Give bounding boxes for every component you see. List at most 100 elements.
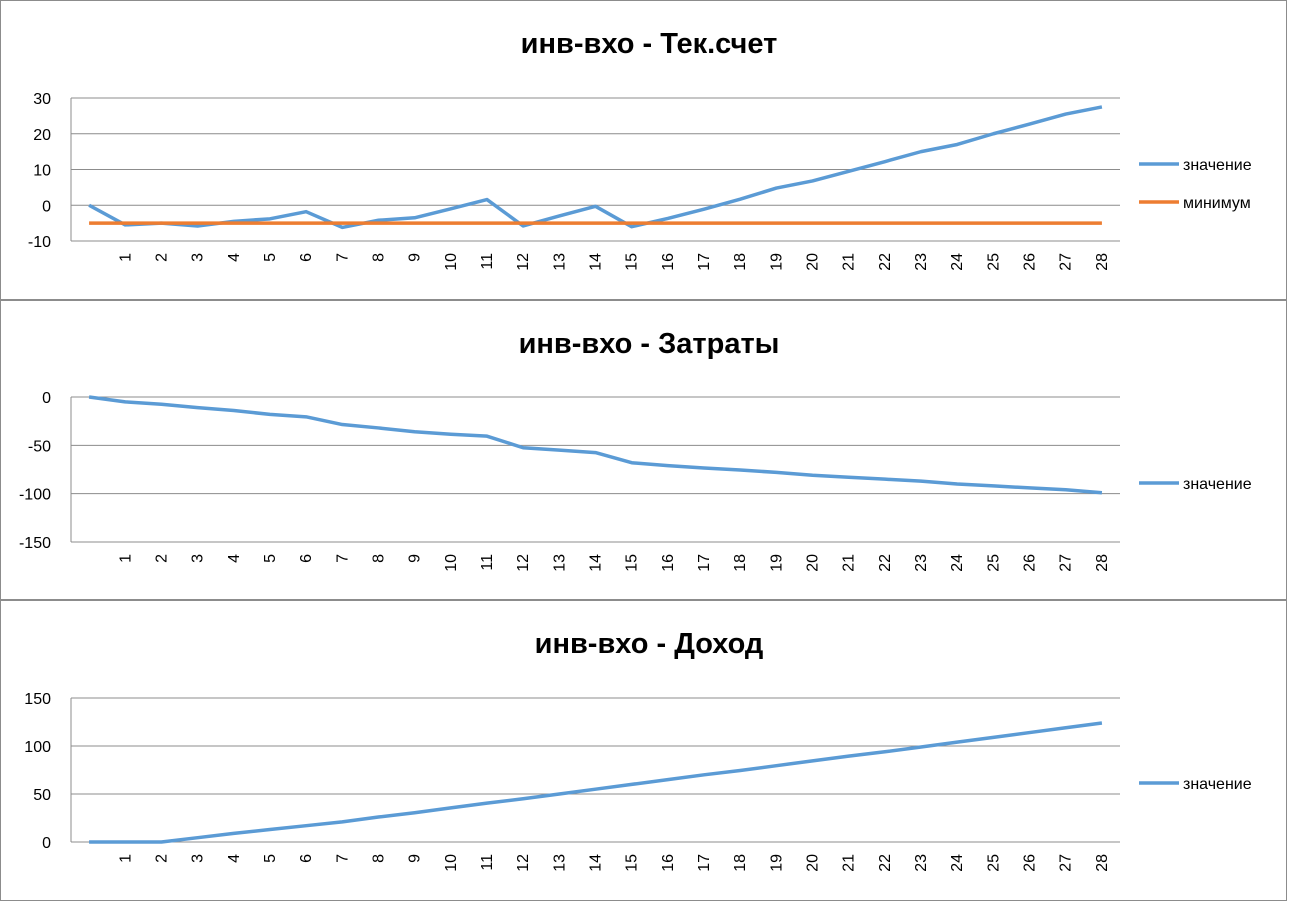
x-tick-label: 26 — [1022, 854, 1039, 872]
x-tick-label: 1 — [117, 554, 134, 563]
x-tick-label: 17 — [696, 253, 713, 271]
x-tick-label: 6 — [298, 554, 315, 563]
x-tick-label: 4 — [226, 253, 243, 262]
x-tick-label: 23 — [913, 554, 930, 572]
x-tick-label: 22 — [877, 253, 894, 271]
x-tick-label: 2 — [153, 253, 170, 262]
x-tick-label: 28 — [1094, 253, 1111, 271]
x-tick-label: 21 — [841, 253, 858, 271]
y-tick-label: 150 — [24, 691, 51, 708]
x-tick-label: 24 — [949, 854, 966, 872]
x-tick-label: 26 — [1022, 554, 1039, 572]
chart-title: инв-вхо - Затраты — [519, 328, 780, 360]
x-tick-label: 28 — [1094, 554, 1111, 572]
x-tick-label: 27 — [1058, 854, 1075, 872]
x-tick-label: 27 — [1058, 554, 1075, 572]
x-tick-label: 15 — [624, 854, 641, 872]
x-tick-label: 13 — [551, 854, 568, 872]
x-tick-label: 18 — [732, 854, 749, 872]
y-tick-label: 0 — [42, 835, 51, 852]
x-tick-label: 4 — [226, 854, 243, 863]
x-tick-label: 20 — [805, 554, 822, 572]
chart-panel-current-account: инв-вхо - Тек.счет -10 0 10 20 30 1 2 3 4 5 6 7 8 9 10… — [0, 0, 1287, 300]
x-tick-label: 3 — [190, 253, 207, 262]
x-tick-label: 21 — [841, 554, 858, 572]
x-tick-label: 11 — [479, 854, 496, 871]
y-tick-label: 20 — [33, 127, 51, 144]
x-tick-label: 22 — [877, 854, 894, 872]
x-tick-label: 16 — [660, 554, 677, 572]
x-tick-label: 16 — [660, 253, 677, 271]
x-tick-label: 13 — [551, 554, 568, 572]
x-tick-label: 14 — [588, 253, 605, 271]
y-tick-label: -10 — [28, 234, 51, 251]
x-tick-label: 8 — [370, 253, 387, 262]
x-tick-label: 9 — [407, 854, 424, 863]
x-tick-label: 18 — [732, 253, 749, 271]
x-tick-label: 11 — [479, 554, 496, 571]
x-tick-label: 9 — [407, 554, 424, 563]
x-tick-label: 24 — [949, 554, 966, 572]
x-tick-label: 11 — [479, 253, 496, 270]
y-tick-label: -100 — [19, 487, 51, 504]
x-tick-label: 6 — [298, 854, 315, 863]
x-tick-label: 3 — [190, 554, 207, 563]
x-tick-label: 20 — [805, 253, 822, 271]
series-line-0 — [88, 105, 1103, 230]
x-tick-label: 24 — [949, 253, 966, 271]
y-tick-label: 10 — [33, 163, 51, 180]
x-tick-label: 12 — [515, 854, 532, 872]
x-tick-label: 1 — [117, 854, 134, 863]
x-tick-label: 10 — [443, 253, 460, 271]
x-tick-label: 23 — [913, 253, 930, 271]
x-tick-label: 18 — [732, 554, 749, 572]
chart-title: инв-вхо - Доход — [535, 628, 764, 660]
x-tick-label: 8 — [370, 854, 387, 863]
x-tick-label: 3 — [190, 854, 207, 863]
x-tick-label: 5 — [262, 253, 279, 262]
x-tick-label: 27 — [1058, 253, 1075, 271]
x-tick-label: 26 — [1022, 253, 1039, 271]
legend-label: минимум — [1183, 195, 1251, 212]
x-tick-label: 2 — [153, 854, 170, 863]
x-tick-label: 14 — [588, 554, 605, 572]
x-tick-label: 15 — [624, 554, 641, 572]
x-tick-label: 19 — [768, 854, 785, 872]
x-tick-label: 12 — [515, 253, 532, 271]
x-tick-label: 5 — [262, 554, 279, 563]
y-tick-label: 0 — [42, 198, 51, 215]
x-tick-label: 22 — [877, 554, 894, 572]
x-tick-label: 20 — [805, 854, 822, 872]
x-tick-label: 17 — [696, 854, 713, 872]
chart-panel-costs: инв-вхо - Затраты -150 -100 -50 0 1 2 3 4 5 6 7 8 9 1… — [0, 300, 1287, 600]
x-tick-label: 19 — [768, 554, 785, 572]
x-tick-label: 9 — [407, 253, 424, 262]
x-tick-label: 19 — [768, 253, 785, 271]
x-tick-label: 16 — [660, 854, 677, 872]
chart-title: инв-вхо - Тек.счет — [521, 28, 778, 60]
x-tick-label: 21 — [841, 854, 858, 872]
x-tick-label: 15 — [624, 253, 641, 271]
x-tick-label: 4 — [226, 554, 243, 563]
x-tick-label: 12 — [515, 554, 532, 572]
x-tick-label: 17 — [696, 554, 713, 572]
x-tick-label: 2 — [153, 554, 170, 563]
x-tick-label: 23 — [913, 854, 930, 872]
y-tick-label: -150 — [19, 535, 51, 552]
x-tick-label: 25 — [985, 253, 1002, 271]
series-line-0 — [88, 395, 1103, 495]
series-line-0 — [89, 721, 1103, 844]
x-tick-label: 14 — [588, 854, 605, 872]
y-tick-label: 100 — [24, 739, 51, 756]
y-tick-label: 30 — [33, 91, 51, 108]
x-tick-label: 28 — [1094, 854, 1111, 872]
x-tick-label: 7 — [334, 854, 351, 863]
legend-label: значение — [1183, 157, 1252, 174]
x-tick-label: 25 — [985, 854, 1002, 872]
x-tick-label: 8 — [370, 554, 387, 563]
x-tick-label: 6 — [298, 253, 315, 262]
legend-label: значение — [1183, 476, 1252, 493]
